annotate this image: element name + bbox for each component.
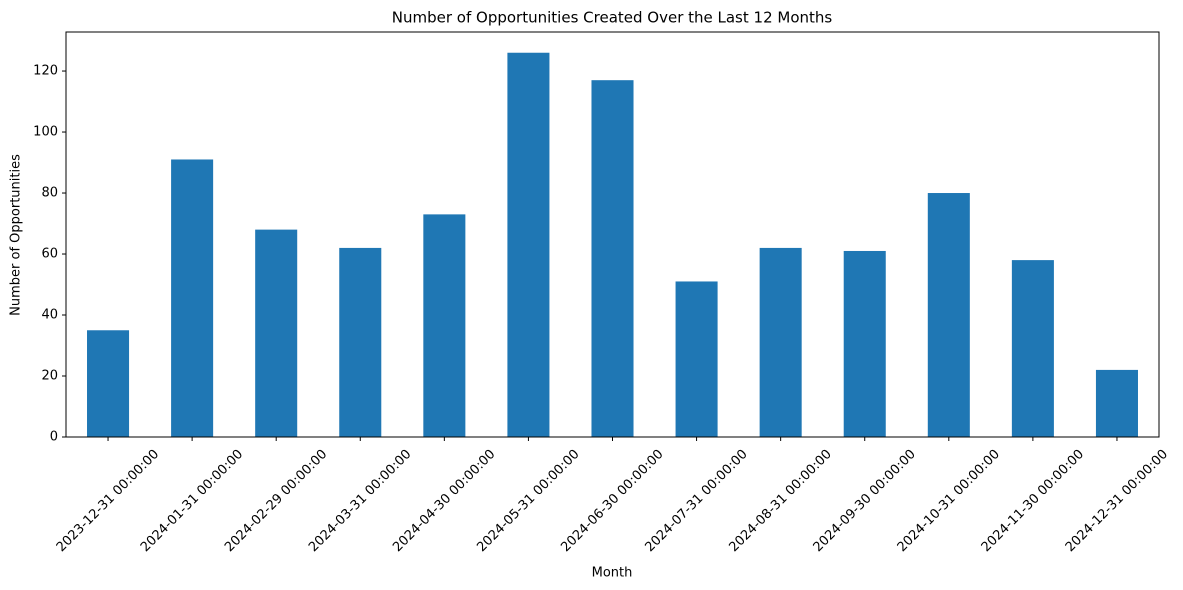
- y-axis-label: Number of Opportunities: [9, 154, 24, 316]
- bar: [339, 247, 382, 437]
- y-tick-label: 120: [33, 64, 58, 79]
- bar: [843, 250, 886, 437]
- y-tick-label: 40: [41, 308, 58, 323]
- y-tick-label: 100: [33, 125, 58, 140]
- y-tick-label: 0: [50, 430, 58, 445]
- bar: [759, 247, 802, 437]
- bar: [1011, 260, 1054, 437]
- bar: [507, 52, 550, 438]
- x-axis-label: Month: [592, 566, 633, 581]
- y-tick-label: 80: [41, 186, 58, 201]
- bar: [591, 80, 634, 437]
- y-tick-label: 20: [41, 369, 58, 384]
- bar: [675, 281, 718, 437]
- bar: [423, 214, 466, 437]
- bar: [1095, 369, 1138, 437]
- bar: [927, 193, 970, 437]
- y-tick-label: 60: [41, 247, 58, 262]
- plot-frame: [65, 31, 1160, 438]
- bar: [171, 159, 214, 437]
- chart-title: Number of Opportunities Created Over the…: [392, 9, 833, 27]
- bar: [255, 229, 298, 437]
- bar: [87, 330, 130, 437]
